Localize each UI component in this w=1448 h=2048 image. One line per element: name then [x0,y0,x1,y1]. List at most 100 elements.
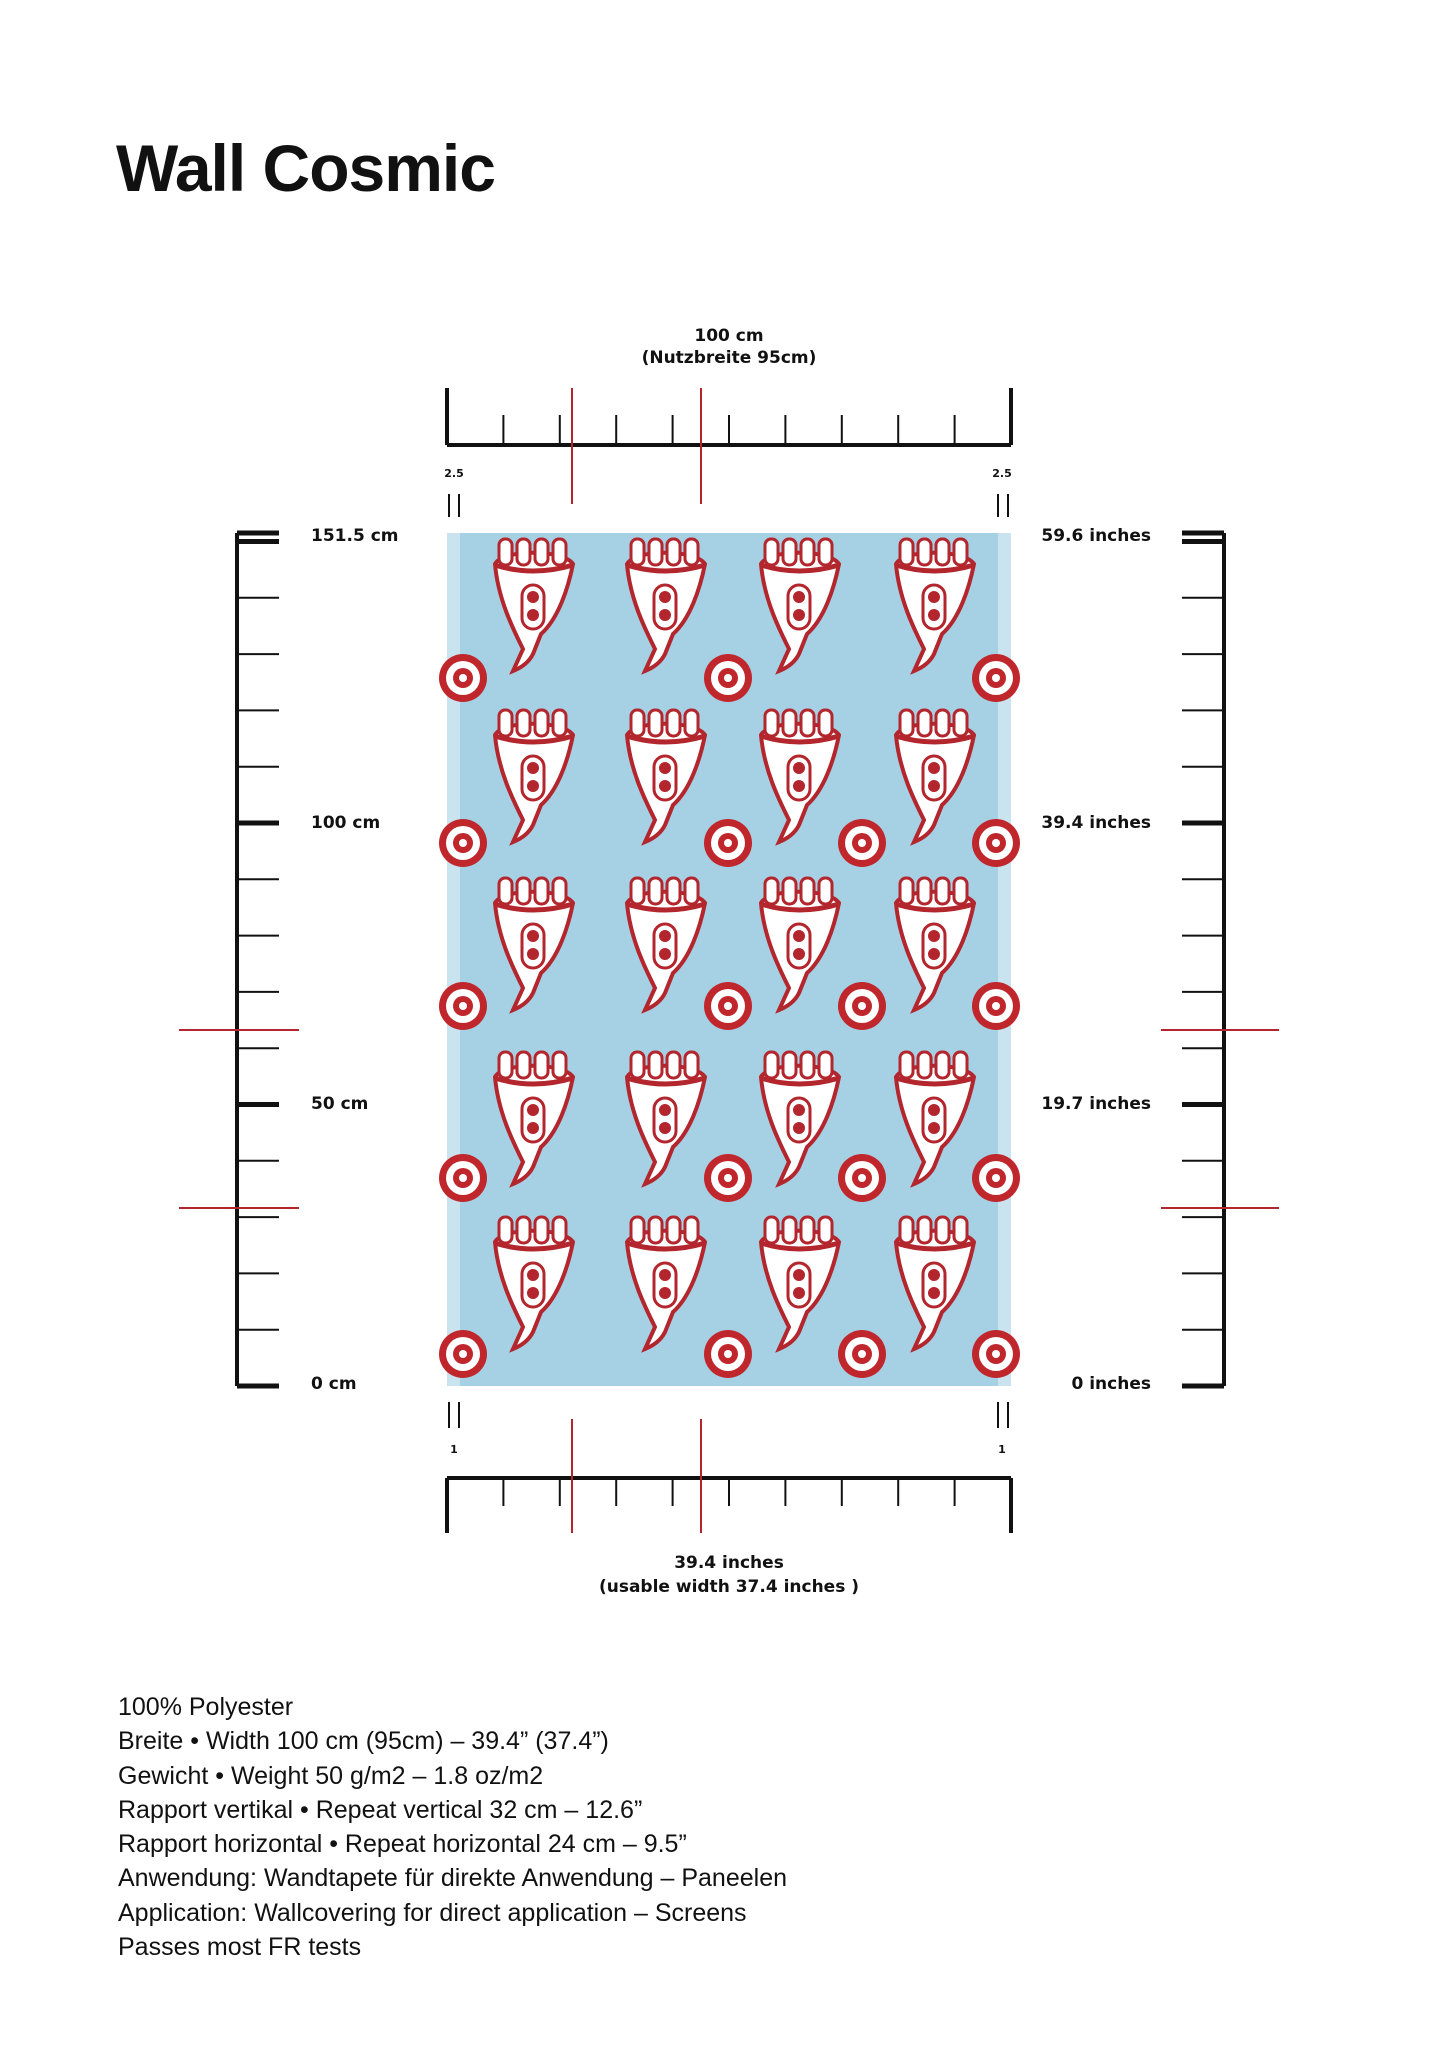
flower-motif [624,537,708,675]
petal [515,876,532,906]
petal [952,708,969,738]
rulers [179,388,1279,1533]
petal-band [626,733,706,745]
petal [952,537,969,567]
petal [515,537,532,567]
dot [659,762,671,774]
petal [781,1215,798,1245]
right-ruler-label: 59.6 inches [1041,526,1151,546]
petal [799,537,816,567]
flower-motif [492,708,576,846]
dot [527,780,539,792]
target-motif [838,1154,886,1202]
dot [928,1269,940,1281]
petal [629,708,646,738]
ring [724,674,732,682]
target-motif [838,819,886,867]
flower-motif [624,708,708,846]
petal [665,1215,682,1245]
petal [647,708,664,738]
dot [659,948,671,960]
petal [647,537,664,567]
left-ruler-label: 100 cm [311,813,380,833]
petal-band [760,733,840,745]
petal [683,1050,700,1080]
bottom-label: 39.4 inches [674,1553,784,1573]
spec-line: Anwendung: Wandtapete für direkte Anwend… [118,1864,788,1893]
petal [817,1215,834,1245]
petal [781,876,798,906]
dot [793,930,805,942]
dot [527,1287,539,1299]
target-motif [704,982,752,1030]
dot [659,1287,671,1299]
petal [898,708,915,738]
petal [916,1050,933,1080]
petal [515,1215,532,1245]
petal-band [494,733,574,745]
target-motif [439,1154,487,1202]
petal [916,537,933,567]
target-motif [704,654,752,702]
ring [724,839,732,847]
petal-band [895,1240,975,1252]
petal [629,1215,646,1245]
left-ruler-label: 0 cm [311,1374,357,1394]
ring [858,1174,866,1182]
petal-band [494,901,574,913]
dot [659,1104,671,1116]
petal [683,1215,700,1245]
dot [527,762,539,774]
petal [934,537,951,567]
target-motif [838,982,886,1030]
ring [459,839,467,847]
petal [515,1050,532,1080]
petal [934,1050,951,1080]
petal [763,537,780,567]
petal [781,1050,798,1080]
right-ruler-label: 0 inches [1071,1374,1151,1394]
petal [683,537,700,567]
petal [781,537,798,567]
petal [497,1215,514,1245]
dot [793,591,805,603]
petal [934,708,951,738]
petal [799,708,816,738]
petal [763,1215,780,1245]
target-motif [439,819,487,867]
petal [629,537,646,567]
petal [799,876,816,906]
petal-band [626,901,706,913]
dot [793,609,805,621]
dot [793,948,805,960]
ring [459,1174,467,1182]
petal [952,1215,969,1245]
title: Wall Cosmic [116,131,496,205]
petal [551,537,568,567]
right-ruler-label: 39.4 inches [1041,813,1151,833]
flower-motif [758,708,842,846]
spec-line: Passes most FR tests [118,1933,362,1962]
petal [763,1050,780,1080]
flower-motif [893,1215,977,1353]
ring [724,1350,732,1358]
ring [858,1350,866,1358]
petal [497,537,514,567]
specs: 100% Polyester Breite • Width 100 cm (95c… [118,1690,787,1964]
petal [817,708,834,738]
petal [665,876,682,906]
dot [659,1269,671,1281]
flower-motif [492,1215,576,1353]
petal-band [760,562,840,574]
pattern [439,537,1020,1378]
spec-line: Breite • Width 100 cm (95cm) – 39.4” (37… [118,1727,609,1756]
petal [898,1215,915,1245]
ring [459,1350,467,1358]
spec-line: Rapport vertikal • Repeat vertical 32 cm… [118,1795,643,1824]
dot [659,609,671,621]
petal [647,1215,664,1245]
ruler-labels: 151.5 cm 59.6 inches 100 cm 39.4 inches 50 c… [311,526,1151,1394]
petal-band [626,1240,706,1252]
dot [527,1122,539,1134]
